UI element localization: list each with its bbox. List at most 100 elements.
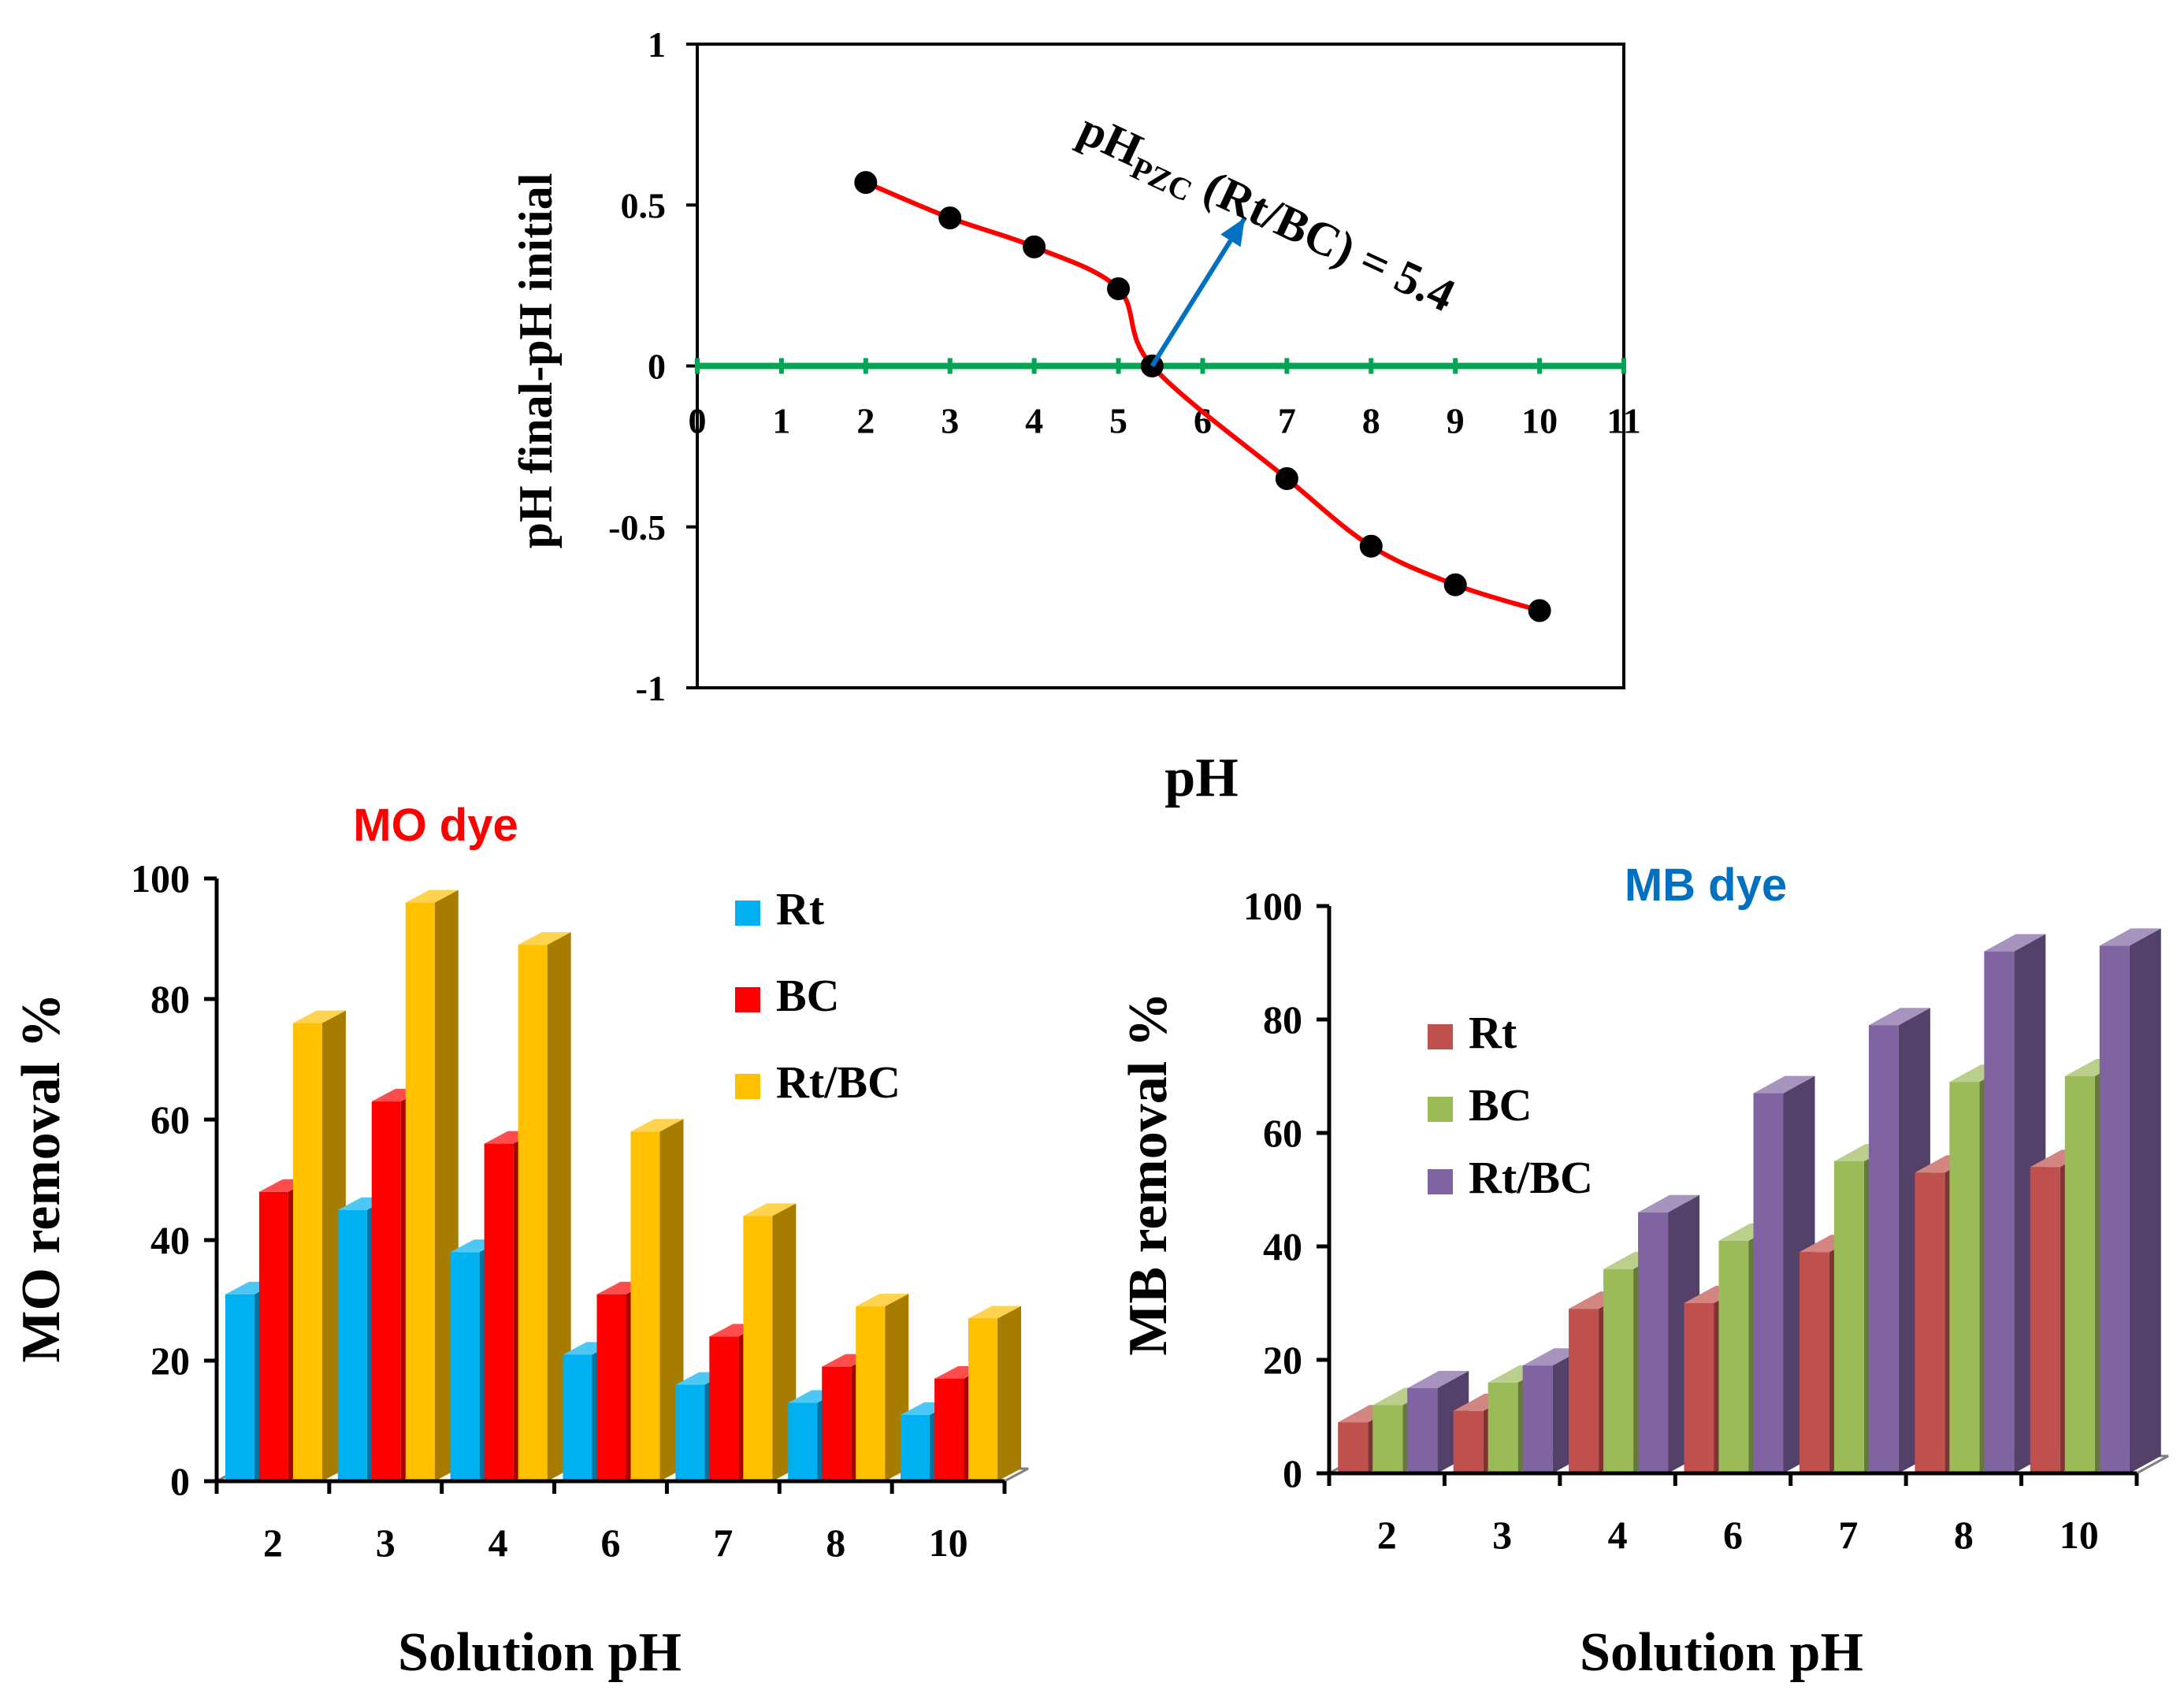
mo-bar-top [743,1203,797,1216]
mb-bar [1684,1303,1714,1473]
mb-y-tick-label: 0 [1283,1451,1302,1495]
mo-x-tick-label: 7 [713,1521,733,1565]
mb-bar [1407,1388,1438,1473]
mb-bar [1753,1093,1784,1473]
pzc-y-tick-label: -1 [636,668,666,708]
mo-bar [901,1414,930,1481]
mb-legend-label: BC [1469,1079,1532,1131]
mb-bar-top [1407,1371,1469,1388]
mo-y-tick-label: 100 [131,856,190,901]
mb-chart: MB dye 0 20 40 60 80 100 2 3 4 6 7 8 10 Rt BC Rt/BC MB… [1118,860,2169,1683]
mo-bar [518,945,548,1481]
mo-bar [856,1306,886,1481]
mb-x-axis-label: Solution pH [1580,1622,1863,1683]
mb-bar-top [1753,1075,1815,1094]
mb-y-tick-label: 20 [1263,1338,1302,1382]
pzc-series-group [854,171,1551,622]
mb-bar [1603,1268,1634,1473]
mo-legend-label: Rt [776,883,825,934]
mb-x-tick-label: 6 [1723,1513,1743,1557]
pzc-data-point [1359,534,1383,558]
mo-bar-top [518,932,571,945]
mo-bar-top [630,1119,684,1132]
pzc-y-tick-label: 0.5 [621,185,667,225]
mo-x-tick-label: 3 [376,1521,396,1565]
pzc-x-tick-label: 2 [856,401,875,441]
mb-x-tick-label: 8 [1954,1513,1974,1557]
mo-bar [563,1354,592,1481]
pzc-x-tick-label: 10 [1521,401,1558,441]
mb-bar-top [1868,1008,1930,1026]
mb-bar [1488,1382,1518,1473]
mb-legend-swatch [1428,1024,1453,1049]
mo-x-axis-label: Solution pH [398,1622,682,1683]
mb-x-tick-label: 7 [1838,1513,1858,1557]
mo-chart-title: MO dye [353,800,518,851]
mo-bar [743,1216,773,1481]
mo-legend-swatch [735,901,760,926]
pzc-data-point [1275,466,1298,490]
mo-bar [371,1101,401,1481]
mo-bar [788,1402,818,1481]
mo-legend-label: Rt/BC [776,1057,901,1108]
mo-bar [934,1378,964,1481]
mo-y-tick-label: 40 [150,1218,190,1262]
mo-x-tick-label: 6 [601,1521,621,1565]
mo-bar [292,1023,322,1481]
mo-x-tick-label: 4 [488,1521,508,1565]
pzc-data-point [1528,599,1551,622]
pzc-chart: 10.50-0.5-1 0 1 2 3 4 5 6 7 8 9 10 11 pHPZC (Rt/BC)… [510,24,1641,808]
pzc-y-tick-label: -0.5 [608,507,666,548]
mb-bar [1638,1212,1669,1473]
mo-bar [675,1384,705,1481]
mo-legend: Rt BC Rt/BC [735,883,901,1108]
mo-y-axis-label: MO removal % [11,993,72,1362]
mb-y-tick-label: 60 [1263,1111,1302,1155]
mb-legend: Rt BC Rt/BC [1428,1007,1593,1203]
mo-y-tick-label: 80 [150,977,190,1021]
mo-legend-swatch [735,1074,760,1099]
mb-chart-title: MB dye [1625,860,1787,911]
mo-bar [709,1336,739,1481]
mb-y-axis-label: MB removal % [1118,992,1179,1355]
mb-bar [2099,945,2130,1473]
mb-bar [1915,1172,1945,1473]
mb-y-tick-label: 80 [1263,997,1302,1042]
mb-y-tick-label: 100 [1243,884,1302,928]
pzc-x-tick-label: 7 [1278,401,1296,441]
mb-legend-label: Rt/BC [1469,1152,1593,1203]
mb-bar-top [2099,928,2161,946]
mo-bar [258,1191,288,1481]
mb-bar [1372,1405,1403,1473]
mo-x-tick-label: 8 [826,1521,845,1565]
mo-bar [630,1131,660,1481]
mo-bar-top [968,1305,1022,1319]
pzc-x-tick-label: 11 [1606,401,1640,441]
mb-bar [1453,1410,1484,1473]
pzc-y-axis-label: pH final-pH initial [510,173,562,549]
mb-bar [1868,1025,1899,1473]
mb-legend-swatch [1428,1169,1453,1194]
mo-legend-label: BC [776,970,840,1021]
mo-bar-top [856,1294,909,1307]
pzc-x-axis-label: pH [1164,748,1238,808]
pzc-x-tick-label: 9 [1447,401,1465,441]
mo-bars [225,889,1022,1481]
mo-bar [484,1143,514,1481]
mo-x-tick-label: 10 [929,1521,968,1565]
mb-y-tick-label: 40 [1263,1224,1302,1268]
pzc-y-tick-label: 1 [648,24,666,65]
pzc-x-tick-label: 5 [1109,401,1127,441]
mo-legend-swatch [735,987,760,1012]
pzc-data-point [1023,235,1046,258]
mb-bar [1522,1365,1553,1473]
pzc-y-tick-label: 0 [648,347,666,387]
mo-y-tick-label: 20 [150,1339,190,1383]
pzc-x-tick-label: 1 [772,401,790,441]
mb-legend-swatch [1428,1097,1453,1122]
pzc-data-point [938,206,962,230]
mb-bar [2064,1076,2095,1473]
mo-bar-side [547,932,571,1481]
pzc-x-tick-label: 3 [941,401,959,441]
